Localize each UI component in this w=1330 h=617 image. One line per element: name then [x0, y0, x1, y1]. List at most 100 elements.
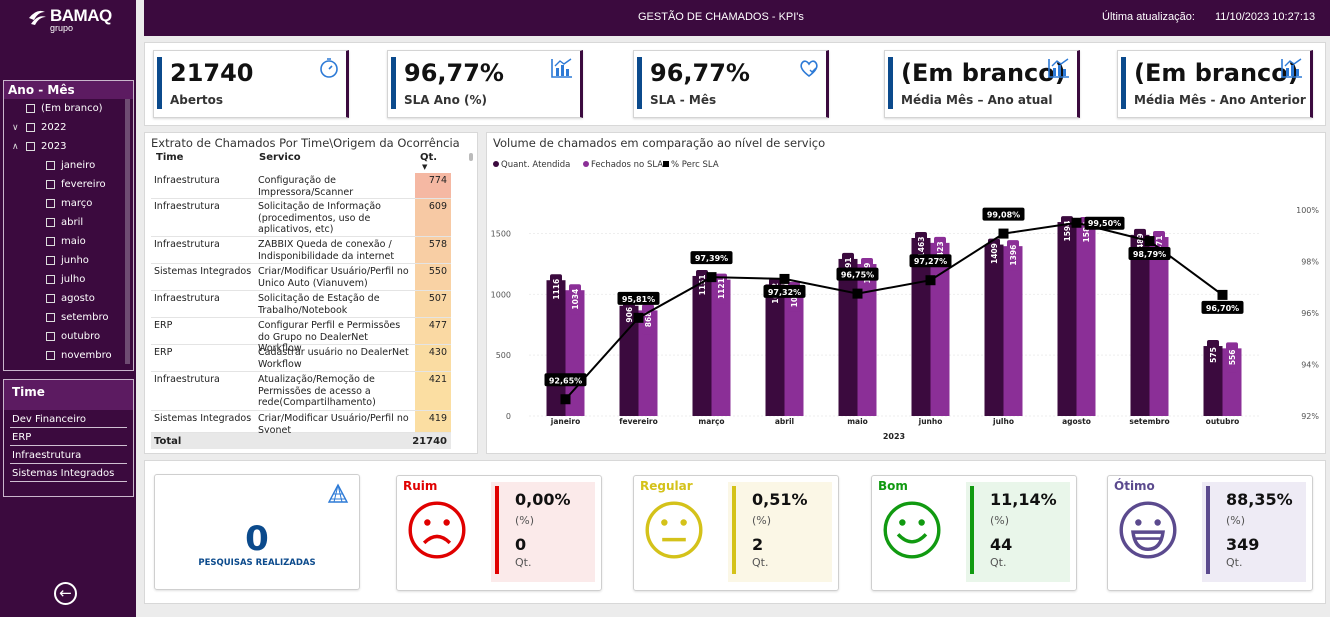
table-row[interactable]: Sistemas Integrados Criar/Modificar Usuár… [151, 264, 451, 291]
chevron-up-icon[interactable]: ∧ [12, 141, 19, 152]
cell-qt: 430 [415, 345, 451, 371]
cell-servico: Solicitação de Estação de Trabalho/Noteb… [258, 293, 380, 316]
slicer-item-janeiro[interactable]: janeiro [46, 156, 95, 175]
legend-label-1: Fechados no SLA [591, 160, 663, 170]
checkbox[interactable] [46, 218, 55, 227]
checkbox[interactable] [46, 161, 55, 170]
checkbox[interactable] [26, 104, 35, 113]
cell-time: Infraestrutura [154, 293, 220, 304]
cell-servico: Configuração de Impressora/Scanner [258, 175, 354, 198]
slicer-time-item[interactable]: ERP [10, 428, 127, 446]
y2-tick-label: 100% [1296, 206, 1319, 215]
table-row[interactable]: Infraestrutura Solicitação de Informação … [151, 199, 451, 237]
slicer-item-label: maio [61, 236, 86, 247]
table-row[interactable]: ERP Configurar Perfil e Permissões do Gru… [151, 318, 451, 354]
slicer-item-fevereiro[interactable]: fevereiro [46, 175, 106, 194]
checkbox[interactable] [46, 237, 55, 246]
slicer-item-embranco[interactable]: (Em branco) [12, 99, 103, 118]
chevron-down-icon[interactable]: ∨ [12, 122, 19, 133]
checkbox[interactable] [26, 123, 35, 132]
bar-fechados-sla [1149, 237, 1169, 416]
table-row[interactable]: Infraestrutura Configuração de Impressora… [151, 173, 451, 199]
table-row[interactable]: Sistemas Integrados Criar/Modificar Usuár… [151, 411, 451, 436]
checkbox[interactable] [46, 199, 55, 208]
legend-label-0: Quant. Atendida [501, 160, 570, 170]
bar-fechados-sla [1003, 246, 1023, 416]
x-tick-label: abril [775, 417, 794, 426]
checkbox[interactable] [46, 180, 55, 189]
rating-name: Ruim [403, 479, 438, 493]
slicer-time-item[interactable]: Infraestrutura [10, 446, 127, 464]
slicer-item-2022[interactable]: ∨ 2022 [12, 118, 66, 137]
chart-title: Volume de chamados em comparação ao níve… [493, 136, 826, 150]
rating-accent [732, 486, 736, 574]
table-scrollbar[interactable] [469, 153, 473, 161]
kpi-label: SLA - Mês [650, 93, 717, 107]
y2-tick-label: 94% [1301, 360, 1319, 369]
cell-servico: Atualização/Remoção de Permissões de ace… [258, 374, 376, 408]
back-arrow-button[interactable]: ← [54, 582, 77, 605]
sla-value-label: 92,65% [549, 376, 582, 385]
table-row[interactable]: Infraestrutura Atualização/Remoção de Per… [151, 372, 451, 411]
rating-accent [495, 486, 499, 574]
cell-time: Infraestrutura [154, 374, 220, 385]
table-row[interactable]: Infraestrutura ZABBIX Queda de conexão / … [151, 237, 451, 264]
bar-value-label: 575 [1209, 347, 1218, 363]
slicer-item-maro[interactable]: março [46, 194, 92, 213]
slicer-item-maio[interactable]: maio [46, 232, 86, 251]
sla-label-bg [1201, 300, 1244, 314]
bar-value-label: 868 [644, 312, 653, 328]
slicer-item-junho[interactable]: junho [46, 251, 89, 270]
sla-label-bg [617, 291, 660, 305]
slicer-item-2023[interactable]: ∧ 2023 [12, 137, 66, 156]
slicer-item-abril[interactable]: abril [46, 213, 83, 232]
slicer-item-novembro[interactable]: novembro [46, 346, 112, 365]
bar-fechados-sla [638, 310, 658, 416]
cell-servico: Configurar Perfil e Permissões do Grupo … [258, 320, 401, 354]
kpi-row: 21740 Abertos 96,77% SLA Ano (%) 96,77% … [144, 42, 1326, 126]
rating-bg [966, 482, 1070, 582]
survey-card: 0 PESQUISAS REALIZADAS [154, 474, 360, 590]
kpi-value: 96,77% [404, 59, 504, 87]
checkbox[interactable] [26, 142, 35, 151]
sla-point [1144, 236, 1155, 247]
checkbox[interactable] [46, 294, 55, 303]
table-row[interactable]: Infraestrutura Solicitação de Estação de … [151, 291, 451, 318]
sla-value-label: 96,70% [1206, 304, 1239, 313]
bar-fechados-sla [784, 287, 804, 416]
slicer-time-item[interactable]: Sistemas Integrados [10, 464, 127, 482]
col-header-qt[interactable]: Qt. [420, 152, 438, 163]
y-tick-label: 500 [496, 351, 511, 360]
slicer-item-label: novembro [61, 350, 112, 361]
slicer-item-agosto[interactable]: agosto [46, 289, 95, 308]
slicer-item-julho[interactable]: julho [46, 270, 85, 289]
bar-value-label: 1409 [990, 243, 999, 264]
chart-svg: Quant. Atendida Fechados no SLA % Perc SLA… [491, 160, 1320, 441]
updated-label: Última atualização: [1102, 11, 1195, 23]
x-tick-label: junho [918, 417, 943, 426]
slicer-item-setembro[interactable]: setembro [46, 308, 109, 327]
kpi-value: (Em branco) [901, 59, 1066, 87]
sla-line [564, 221, 1224, 400]
table-row[interactable]: ERP Cadastrar usuário no DealerNet Workfl… [151, 345, 451, 372]
checkbox[interactable] [46, 256, 55, 265]
rating-percent-label: (%) [1226, 514, 1246, 527]
checkbox[interactable] [46, 313, 55, 322]
cell-servico: Criar/Modificar Usuário/Perfil no Unico … [258, 266, 409, 289]
checkbox[interactable] [46, 275, 55, 284]
slicer-time-item[interactable]: Dev Financeiro [10, 410, 127, 428]
col-header-servico[interactable]: Servico [259, 152, 301, 163]
kpi-value: (Em branco) [1134, 59, 1299, 87]
col-header-time[interactable]: Time [156, 152, 184, 163]
checkbox[interactable] [46, 332, 55, 341]
slicer-item-outubro[interactable]: outubro [46, 327, 100, 346]
rating-accent [970, 486, 974, 574]
bar-label-bg [696, 269, 708, 300]
slicer-item-label: (Em branco) [41, 103, 103, 114]
slicer-scrollbar[interactable] [125, 99, 130, 364]
x-tick-label: maio [847, 417, 868, 426]
y2-tick-label: 92% [1301, 412, 1319, 421]
legend-marker-1 [583, 161, 589, 167]
checkbox[interactable] [46, 351, 55, 360]
heart-check-icon [800, 60, 818, 78]
